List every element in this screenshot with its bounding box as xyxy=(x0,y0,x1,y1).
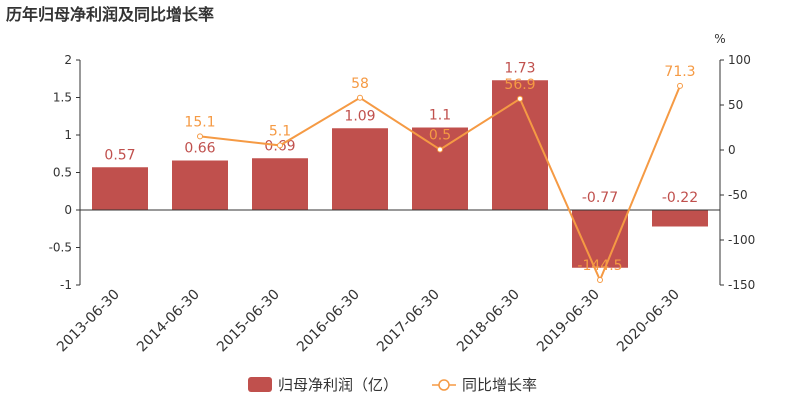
x-tick-label: 2016-06-30 xyxy=(294,287,363,356)
growth-point xyxy=(677,82,683,89)
bar xyxy=(172,160,228,210)
legend-line-label: 同比增长率 xyxy=(462,376,537,394)
right-tick-label: 50 xyxy=(728,98,743,112)
bar-value-label: 1.09 xyxy=(344,108,375,124)
x-tick-label: 2017-06-30 xyxy=(374,287,443,356)
bar xyxy=(652,210,708,227)
bar-value-label: -0.77 xyxy=(582,190,618,206)
growth-point xyxy=(597,277,603,284)
growth-value-label: 58 xyxy=(351,76,369,92)
bar-value-label: 1.1 xyxy=(429,108,451,124)
x-tick-label: 2018-06-30 xyxy=(454,287,523,356)
right-tick-label: 0 xyxy=(728,143,736,157)
legend-bar-swatch xyxy=(248,377,272,392)
growth-point xyxy=(357,94,363,101)
x-tick-label: 2013-06-30 xyxy=(54,287,123,356)
bar-value-label: 0.66 xyxy=(184,141,215,157)
x-tick-label: 2020-06-30 xyxy=(614,287,683,356)
growth-point xyxy=(277,142,283,149)
right-tick-label: -100 xyxy=(728,233,755,247)
left-tick-label: 0.5 xyxy=(53,166,72,180)
right-axis-unit: % xyxy=(714,32,725,46)
growth-point xyxy=(517,95,523,102)
growth-value-label: 71.3 xyxy=(664,64,695,80)
legend-bar-label: 归母净利润（亿） xyxy=(278,376,398,394)
bar xyxy=(492,80,548,210)
bar-value-label: 0.57 xyxy=(104,147,135,163)
left-tick-label: -0.5 xyxy=(49,241,72,255)
growth-point xyxy=(437,146,443,153)
left-tick-label: 1.5 xyxy=(53,91,72,105)
x-tick-label: 2014-06-30 xyxy=(134,287,203,356)
growth-point xyxy=(197,133,203,140)
bar xyxy=(92,167,148,210)
growth-value-label: -144.5 xyxy=(577,258,622,274)
chart-title: 历年归母净利润及同比增长率 xyxy=(6,5,214,24)
bar xyxy=(412,127,468,210)
growth-value-label: 56.9 xyxy=(504,77,535,93)
right-tick-label: -50 xyxy=(728,188,748,202)
bar-value-label: -0.22 xyxy=(662,190,698,206)
legend-line-marker xyxy=(438,379,450,391)
growth-value-label: 0.5 xyxy=(429,128,451,144)
left-tick-label: 2 xyxy=(64,53,72,67)
left-tick-label: -1 xyxy=(60,278,72,292)
right-tick-label: -150 xyxy=(728,278,755,292)
left-tick-label: 1 xyxy=(64,128,72,142)
x-tick-label: 2015-06-30 xyxy=(214,287,283,356)
left-tick-label: 0 xyxy=(64,203,72,217)
bar xyxy=(252,158,308,210)
right-tick-label: 100 xyxy=(728,53,751,67)
growth-value-label: 5.1 xyxy=(269,123,291,139)
bar xyxy=(332,128,388,210)
growth-value-label: 15.1 xyxy=(184,114,215,130)
bar-value-label: 1.73 xyxy=(504,60,535,76)
x-tick-label: 2019-06-30 xyxy=(534,287,603,356)
